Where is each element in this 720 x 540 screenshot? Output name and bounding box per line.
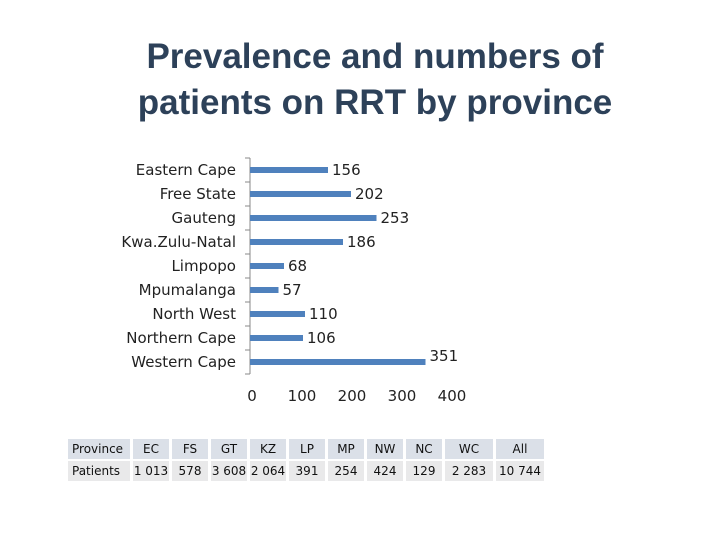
table-cell: 1 013	[133, 461, 169, 481]
data-label: 57	[283, 281, 302, 299]
category-label: Mpumalanga	[139, 281, 236, 299]
category-label: Eastern Cape	[136, 161, 236, 179]
table-col-header: LP	[289, 439, 325, 459]
chart-title: Prevalence and numbers of patients on RR…	[0, 34, 720, 126]
table-col-header: MP	[328, 439, 364, 459]
table-col-header: KZ	[250, 439, 286, 459]
category-label: Western Cape	[131, 353, 236, 371]
table-cell: 254	[328, 461, 364, 481]
x-tick-label: 0	[247, 387, 257, 405]
x-tick-label: 400	[438, 387, 467, 405]
bar	[250, 191, 351, 197]
data-label: 186	[347, 233, 376, 251]
table-row-label: Patients	[68, 461, 130, 481]
category-label: Northern Cape	[126, 329, 236, 347]
x-tick-label: 100	[288, 387, 317, 405]
patients-table: Province EC FS GT KZ LP MP NW NC WC All …	[65, 437, 547, 483]
x-tick-label: 200	[338, 387, 367, 405]
x-tick-label: 300	[388, 387, 417, 405]
bar	[250, 359, 426, 365]
chart-title-line-2: patients on RRT by province	[137, 83, 613, 122]
category-label: Kwa.Zulu-Natal	[121, 233, 236, 251]
category-label: Free State	[160, 185, 236, 203]
table-cell: 2 064	[250, 461, 286, 481]
category-label: Gauteng	[172, 209, 236, 227]
table-col-header: WC	[445, 439, 493, 459]
table-header-row: Province EC FS GT KZ LP MP NW NC WC All	[68, 439, 544, 459]
table-cell: 10 744	[496, 461, 544, 481]
table-cell: 3 608	[211, 461, 247, 481]
data-label: 110	[309, 305, 338, 323]
table-cell: 2 283	[445, 461, 493, 481]
table-col-header: NC	[406, 439, 442, 459]
table-col-header: GT	[211, 439, 247, 459]
data-label: 106	[307, 329, 336, 347]
bar	[250, 215, 377, 221]
data-label: 156	[332, 161, 361, 179]
table-cell: 424	[367, 461, 403, 481]
chart-axes	[245, 157, 251, 375]
bar	[250, 263, 284, 269]
table-header-label: Province	[68, 439, 130, 459]
table-cell: 578	[172, 461, 208, 481]
bar-chart: Eastern Cape 156 Free State 202 Gauteng 253 Kw…	[121, 157, 466, 405]
bar	[250, 167, 328, 173]
table-col-header: EC	[133, 439, 169, 459]
data-label: 253	[381, 209, 410, 227]
table-cell: 129	[406, 461, 442, 481]
chart-title-line-1: Prevalence and numbers of	[146, 37, 604, 76]
table-cell: 391	[289, 461, 325, 481]
data-label: 202	[355, 185, 384, 203]
category-label: Limpopo	[171, 257, 236, 275]
bar	[250, 335, 303, 341]
bar	[250, 239, 343, 245]
table-col-header: NW	[367, 439, 403, 459]
chart-labels: Eastern Cape 156 Free State 202 Gauteng 253 Kw…	[121, 161, 466, 405]
bar	[250, 311, 305, 317]
table-col-header: FS	[172, 439, 208, 459]
data-label: 68	[288, 257, 307, 275]
table-col-header: All	[496, 439, 544, 459]
bar-series	[250, 167, 426, 365]
bar	[250, 287, 279, 293]
table-row: Patients 1 013 578 3 608 2 064 391 254 4…	[68, 461, 544, 481]
data-label: 351	[430, 347, 459, 365]
category-label: North West	[152, 305, 236, 323]
